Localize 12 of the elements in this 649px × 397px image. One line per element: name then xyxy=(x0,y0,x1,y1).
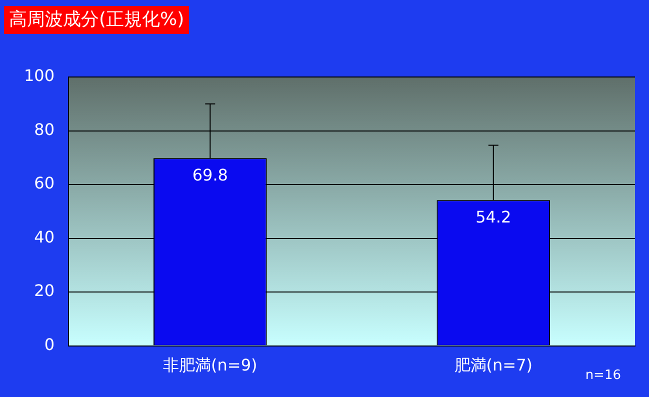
y-tick-label: 0 xyxy=(44,334,55,354)
y-tick-label: 60 xyxy=(34,174,55,193)
data-label: 69.8 xyxy=(192,165,228,184)
y-tick-label: 40 xyxy=(34,227,55,246)
x-tick-label: 非肥満(n=9) xyxy=(163,356,258,375)
data-label: 54.2 xyxy=(476,207,512,226)
y-tick-label: 20 xyxy=(34,281,55,300)
x-tick-label: 肥満(n=7) xyxy=(454,356,532,375)
chart-title: 高周波成分(正規化%) xyxy=(4,6,190,34)
text: n=16 xyxy=(585,368,621,383)
y-tick-label: 80 xyxy=(34,120,55,139)
y-tick-label: 100 xyxy=(24,66,55,86)
